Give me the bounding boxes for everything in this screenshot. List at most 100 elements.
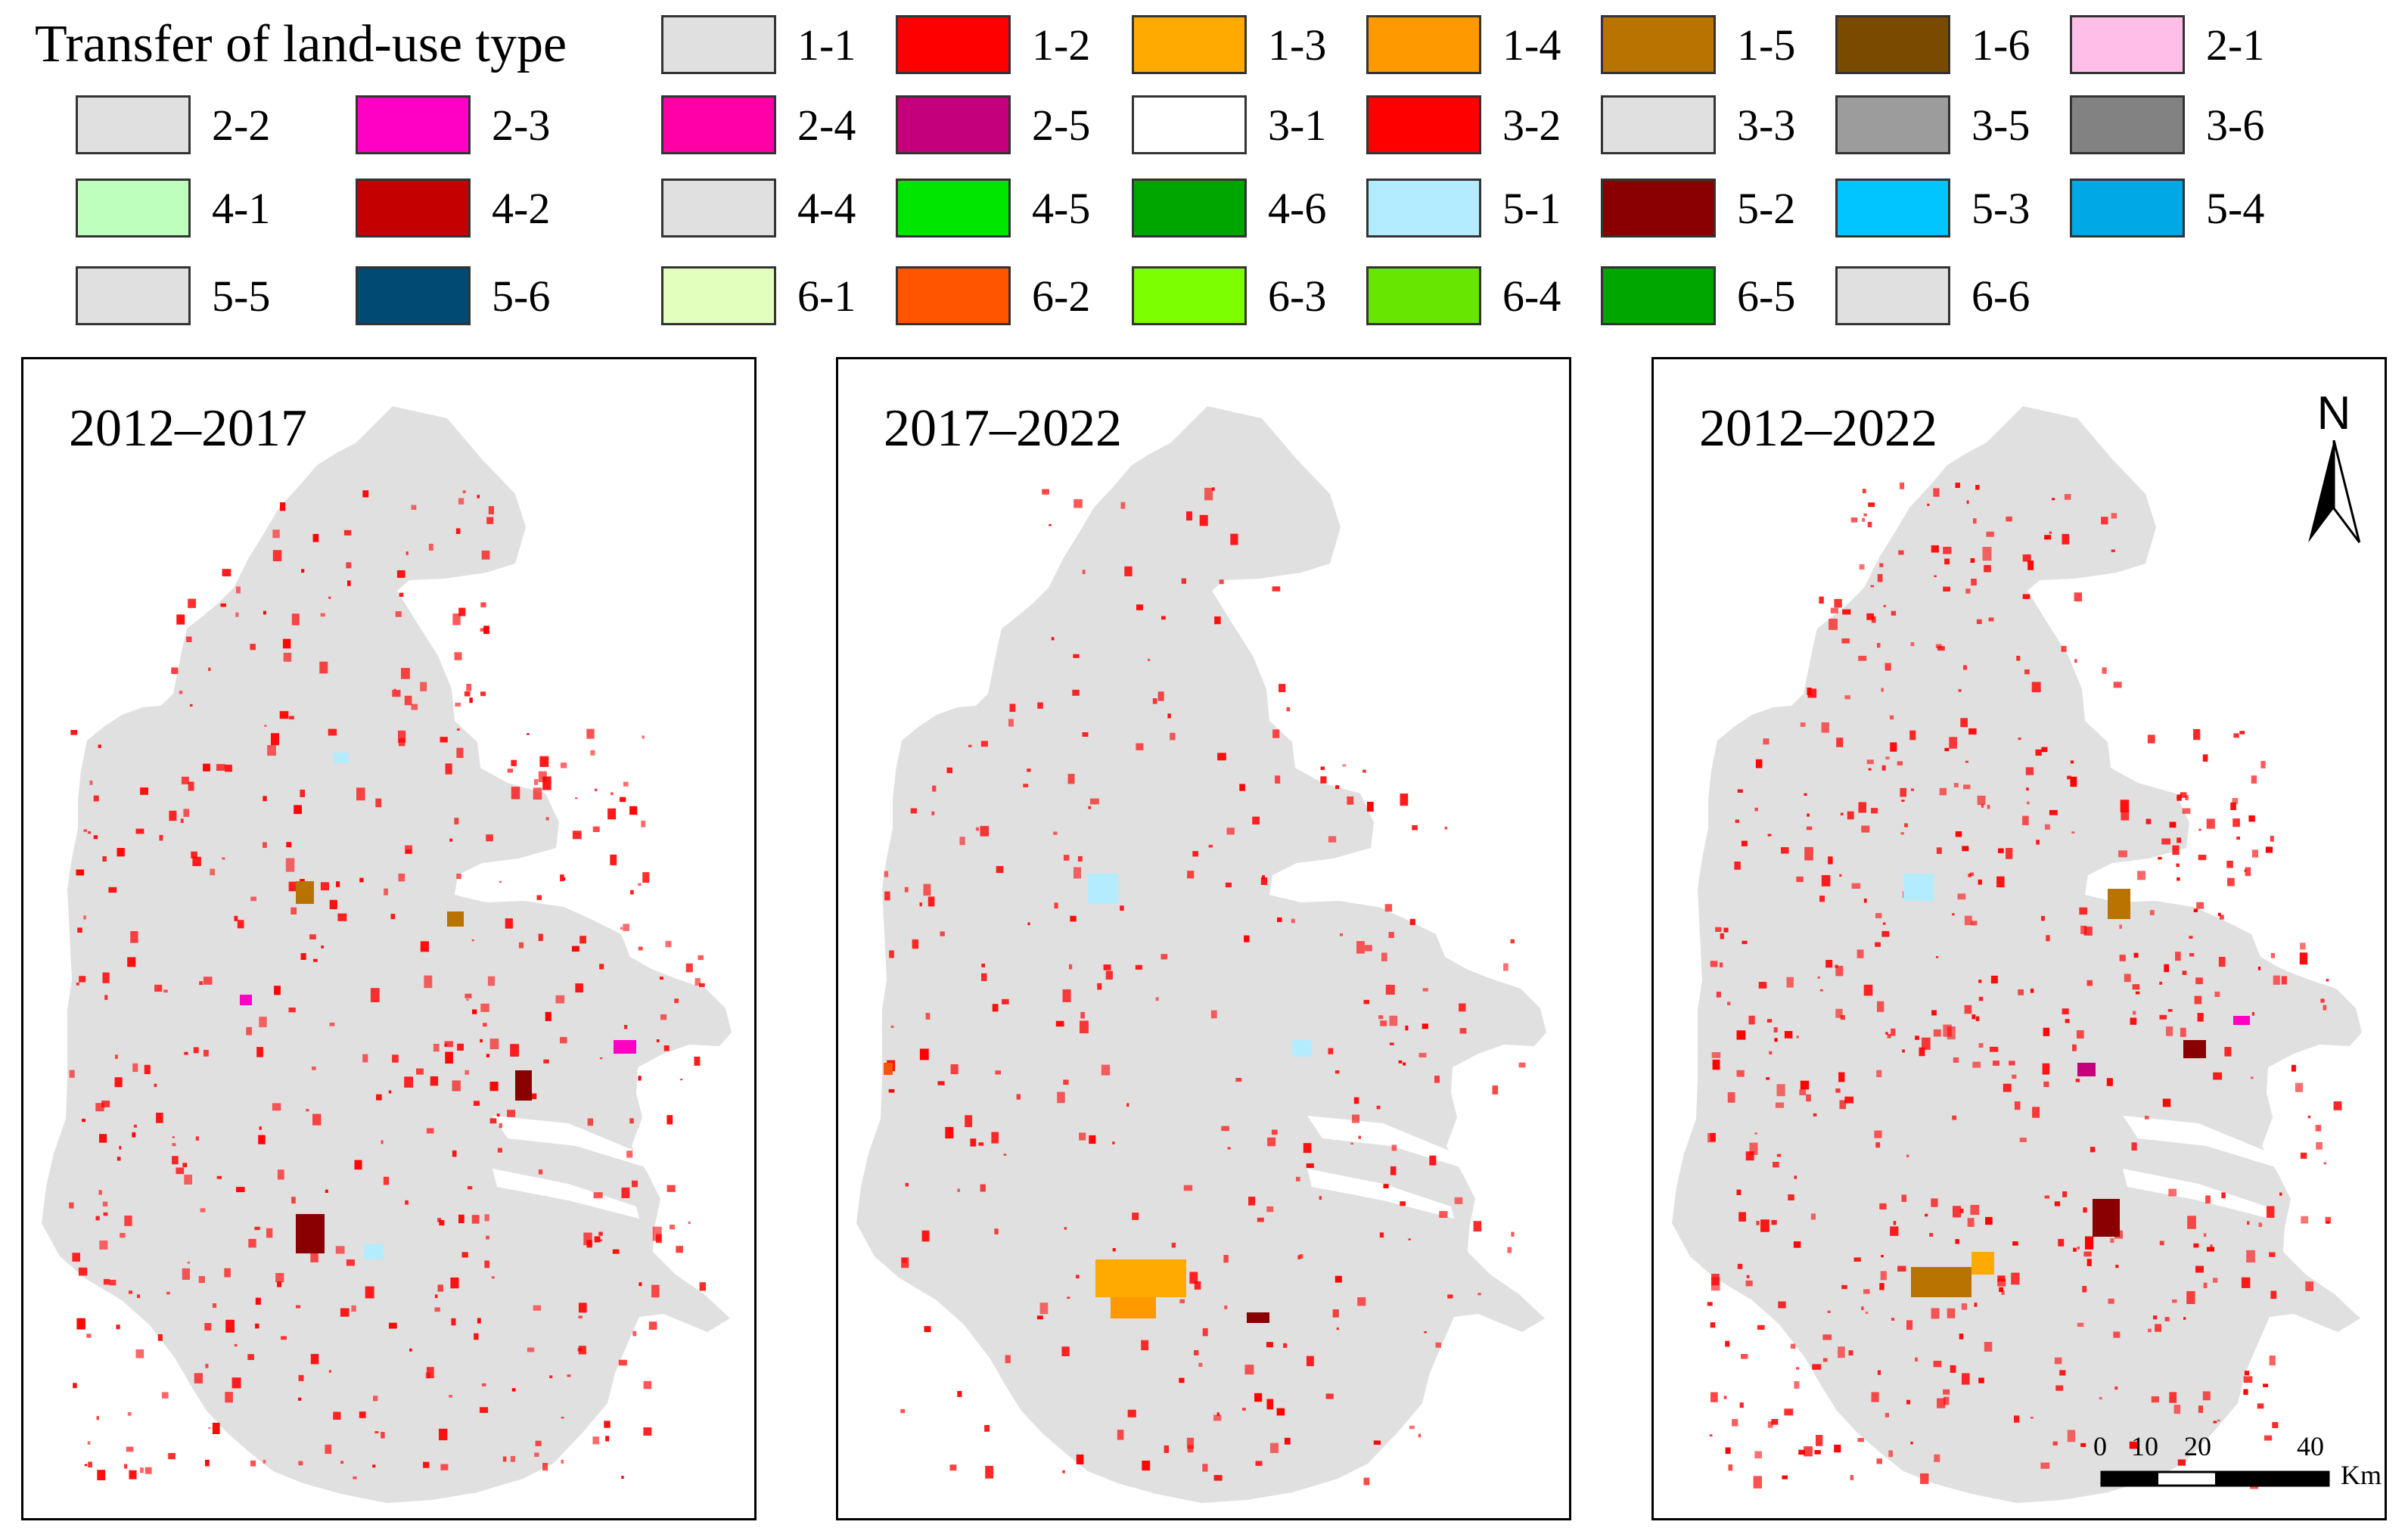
patch-1-2 [1841,638,1850,644]
patch-1-2 [182,1163,188,1168]
patch-1-2 [1079,1132,1086,1141]
patch-1-2 [1736,1070,1745,1077]
patch-1-2 [423,1461,430,1468]
patch-1-2 [1757,1324,1765,1330]
legend-label: 5-5 [212,272,271,321]
patch-1-2 [1812,1364,1822,1370]
patch-1-2 [1725,1447,1731,1454]
patch-1-2 [970,1138,977,1147]
patch-2-3 [240,995,252,1005]
patch-1-2 [2124,974,2131,983]
patch-1-2 [2176,863,2180,868]
legend-label: 1-4 [1502,20,1561,70]
patch-1-2 [333,1411,341,1420]
patch-1-2 [1821,874,1831,887]
patch-1-2 [1958,689,1962,692]
patch-1-2 [1254,1393,1263,1402]
patch-1-2 [1890,1226,1899,1236]
patch-1-2 [389,1322,397,1329]
patch-1-2 [1813,1113,1817,1116]
patch-1-2 [1089,1135,1096,1144]
patch-1-2 [2025,767,2034,775]
patch-1-2 [2085,1236,2094,1250]
patch-1-2 [2041,915,2045,921]
patch-1-2 [84,1464,88,1467]
patch-1-2 [2247,1221,2250,1225]
patch-1-2 [1825,960,1833,968]
patch-1-2 [198,1276,205,1284]
patch-1-2 [169,810,177,821]
patch-1-2 [212,1303,217,1308]
patch-1-2 [1883,604,1886,607]
patch-1-2 [335,1246,345,1254]
patch-1-2 [1745,1151,1754,1161]
patch-1-2 [425,1372,430,1379]
patch-1-2 [1877,643,1881,648]
patch-1-2 [82,1119,85,1123]
patch-1-2 [1844,695,1850,700]
patch-1-2 [117,848,125,857]
legend-label: 1-6 [1971,20,2030,70]
patch-1-2 [2299,952,2308,965]
patch-1-2 [2307,1115,2311,1119]
patch-1-2 [1834,598,1842,608]
patch-1-2 [1202,1464,1208,1472]
patch-1-2 [545,1011,552,1021]
patch-1-2 [618,1359,627,1366]
patch-1-2 [1879,1283,1884,1290]
patch-1-2 [171,667,179,675]
patch-1-2 [2197,1013,2204,1022]
patch-1-2 [2301,1216,2309,1224]
patch-1-2 [1284,1437,1291,1445]
patch-1-2 [656,1039,660,1042]
patch-1-2 [2198,828,2201,831]
patch-1-2 [1990,975,1998,984]
patch-1-2 [76,1318,85,1330]
patch-1-2 [70,730,78,735]
patch-1-2 [1901,1194,1907,1202]
patch-1-2 [1884,663,1891,671]
patch-1-2 [1447,1294,1453,1299]
scale-tick: 20 [2184,1431,2211,1461]
legend-swatch [1601,179,1716,238]
patch-1-2 [2291,1064,2296,1072]
patch-1-2 [579,936,586,944]
patch-1-2 [1183,1185,1193,1191]
patch-1-2 [104,995,108,1000]
patch-1-2 [534,1452,539,1457]
patch-1-2 [1362,769,1366,773]
patch-1-2 [1984,565,1991,573]
patch-1-2 [1840,1014,1845,1020]
patch-1-2 [1400,793,1409,806]
patch-1-2 [583,1232,592,1246]
patch-1-2 [2075,1079,2080,1082]
patch-1-2 [2064,494,2071,500]
patch-1-2 [1255,1461,1263,1466]
patch-1-2 [1753,1476,1762,1489]
patch-1-2 [95,1216,100,1221]
patch-1-2 [220,603,226,607]
patch-1-2 [499,880,502,883]
legend-label: 4-2 [492,184,551,233]
patch-1-2 [1847,811,1854,820]
patch-1-2 [486,517,494,524]
patch-5-2 [1247,1312,1269,1323]
patch-5-1 [1903,874,1934,901]
patch-1-2 [486,1235,489,1240]
patch-1-2 [1082,570,1086,574]
patch-1-2 [1962,1373,1970,1385]
patch-1-2 [923,883,931,896]
patch-1-2 [216,1175,222,1179]
patch-1-2 [255,1323,259,1329]
patch-1-2 [2169,1392,2177,1403]
patch-1-2 [404,695,412,706]
patch-1-2 [1971,1014,1976,1020]
patch-1-5 [447,911,464,927]
patch-1-2 [2067,1430,2076,1442]
patch-1-2 [527,1347,535,1352]
patch-1-2 [590,750,595,756]
map-panel-2012-2022: 2012–2022 [1651,357,2387,1520]
patch-1-2 [1418,1052,1427,1057]
change-patches [69,490,706,1480]
patch-1-2 [76,982,79,986]
